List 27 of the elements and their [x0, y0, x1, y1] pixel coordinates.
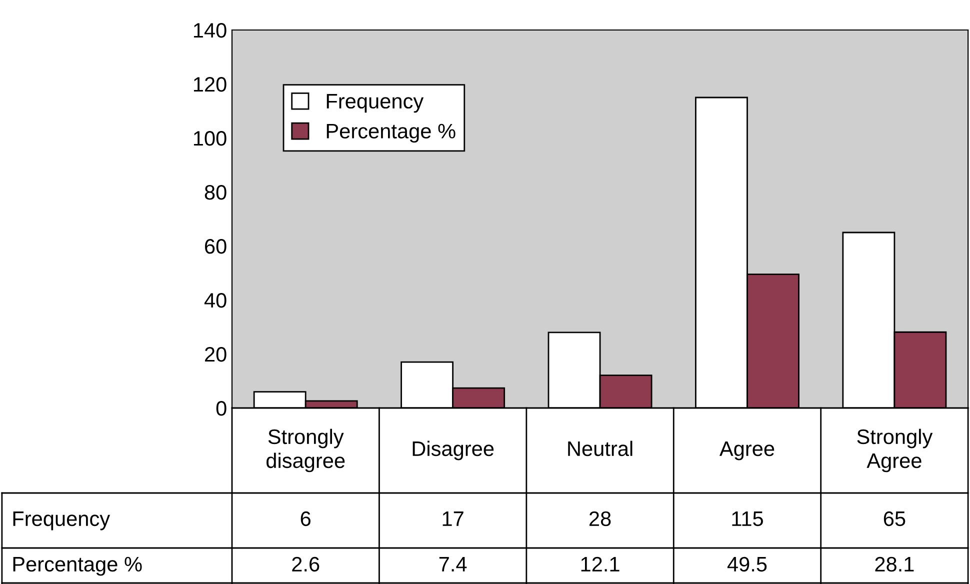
x-tick-label: Disagree: [412, 440, 494, 460]
x-tick-label: Agree: [719, 442, 774, 460]
y-tick-label: 20: [205, 347, 226, 362]
data-label: 7.4: [439, 557, 467, 572]
y-tick-label: 40: [204, 293, 226, 308]
y-tick-label: 60: [205, 239, 226, 254]
y-tick-label: 100: [194, 131, 226, 146]
data-label: 28.1: [875, 556, 914, 572]
x-tick-label: Neutral: [568, 440, 632, 456]
legend-label: Percentage %: [326, 124, 456, 143]
data-label: 17: [442, 512, 464, 526]
legend-label: Frequency: [326, 94, 424, 113]
text: Percentage %: [13, 556, 142, 576]
data-label: 6: [300, 511, 310, 526]
data-label: 12.1: [581, 556, 620, 572]
data-label: 115: [732, 512, 763, 526]
text: Frequency: [13, 512, 110, 530]
x-tick-label: Strongly disagree: [266, 428, 345, 472]
data-label: 65: [884, 511, 906, 526]
y-tick-label: 0: [216, 401, 226, 416]
y-tick-label: 120: [194, 77, 226, 92]
y-tick-label: 140: [194, 23, 226, 38]
y-tick-label: 80: [204, 185, 226, 200]
data-label: 49.5: [727, 556, 767, 572]
x-tick-label: Strongly Agree: [857, 428, 933, 472]
data-label: 2.6: [292, 556, 320, 572]
data-label: 28: [589, 511, 611, 526]
